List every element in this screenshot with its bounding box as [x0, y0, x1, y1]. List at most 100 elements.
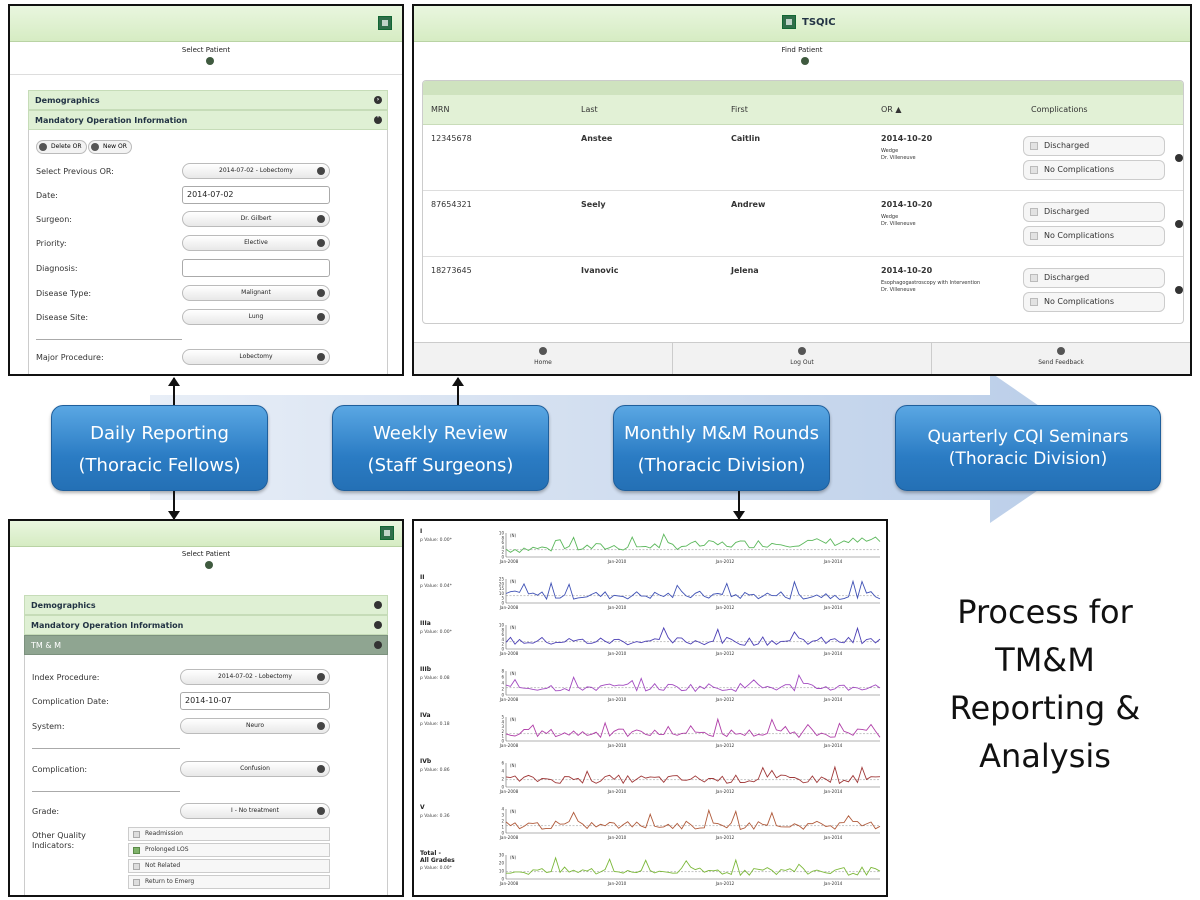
priority-select[interactable]: Elective — [182, 235, 330, 251]
y-axis-label: (N) — [510, 717, 517, 722]
section-tmm[interactable]: TM & M — [24, 635, 388, 655]
complication-date-input[interactable]: 2014-10-07 — [180, 692, 330, 710]
x-tick-label: Jan-2014 — [823, 881, 843, 886]
not-related-checkbox[interactable]: Not Related — [128, 859, 330, 873]
complication-select[interactable]: Confusion — [180, 761, 330, 777]
disease-type-select[interactable]: Malignant — [182, 285, 330, 301]
field-label: Select Previous OR: — [36, 167, 114, 176]
x-tick-label: Jan-2010 — [607, 651, 627, 656]
x-tick-label: Jan-2014 — [823, 789, 843, 794]
x-tick-label: Jan-2014 — [823, 835, 843, 840]
chevron-down-icon — [317, 807, 325, 815]
x-tick-label: Jan-2010 — [607, 789, 627, 794]
chevron-down-icon — [317, 313, 325, 321]
y-tick-label: 10 — [499, 531, 505, 536]
date-input[interactable]: 2014-07-02 — [182, 186, 330, 204]
system-select[interactable]: Neuro — [180, 718, 330, 734]
diagnosis-input[interactable] — [182, 259, 330, 277]
procedure-cell: Esophagogastroscopy with Intervention — [881, 280, 981, 286]
no-complications-checkbox[interactable]: No Complications — [1023, 160, 1165, 180]
home-button[interactable]: Home — [414, 343, 673, 374]
section-demographics[interactable]: Demographics — [24, 595, 388, 615]
discharged-checkbox[interactable]: Discharged — [1023, 202, 1165, 222]
chart-pvalue: p Value: 0.00* — [420, 865, 453, 871]
logout-icon — [798, 347, 806, 355]
chevron-down-icon — [317, 167, 325, 175]
field-label: Disease Site: — [36, 313, 89, 322]
x-tick-label: Jan-2014 — [823, 743, 843, 748]
new-or-button[interactable]: New OR — [88, 140, 132, 154]
discharged-checkbox[interactable]: Discharged — [1023, 136, 1165, 156]
return-to-emerg-checkbox[interactable]: Return to Emerg — [128, 875, 330, 889]
arrow-to-charts — [733, 491, 745, 520]
no-complications-checkbox[interactable]: No Complications — [1023, 226, 1165, 246]
grade-select[interactable]: I - No treatment — [180, 803, 330, 819]
last-cell: Anstee — [581, 134, 613, 143]
no-complications-checkbox[interactable]: No Complications — [1023, 292, 1165, 312]
diagram-caption: Process for TM&M Reporting & Analysis — [949, 593, 1141, 775]
series-line — [505, 533, 881, 553]
chevron-right-icon[interactable] — [1175, 220, 1183, 228]
search-icon[interactable] — [206, 57, 214, 65]
chart-grade-label: IIIb — [420, 666, 432, 673]
column-header[interactable]: Complications — [1031, 105, 1088, 114]
column-header[interactable]: OR ▲ — [881, 105, 902, 114]
section-mandatory-operation[interactable]: Mandatory Operation Information — [24, 615, 388, 635]
checkbox-icon — [133, 863, 140, 870]
prolonged-los-checkbox[interactable]: Prolonged LOS — [128, 843, 330, 857]
chart-pvalue: p Value: 0.00* — [420, 629, 453, 635]
y-axis-label: (N) — [510, 855, 517, 860]
chevron-right-icon[interactable] — [1175, 286, 1183, 294]
x-tick-label: Jan-2014 — [823, 651, 843, 656]
field-label: Index Procedure: — [32, 673, 100, 682]
x-tick-label: Jan-2010 — [607, 559, 627, 564]
feedback-icon — [1057, 347, 1065, 355]
field-label: System: — [32, 722, 65, 731]
field-label: Surgeon: — [36, 215, 72, 224]
y-tick-label: 10 — [499, 623, 505, 628]
y-tick-label: 1 — [501, 734, 504, 739]
section-mandatory-operation[interactable]: Mandatory Operation Information ˅ — [28, 110, 388, 130]
chevron-right-icon[interactable] — [1175, 154, 1183, 162]
search-icon[interactable] — [205, 561, 213, 569]
first-cell: Andrew — [731, 200, 766, 209]
disease-site-select[interactable]: Lung — [182, 309, 330, 325]
mrn-cell: 12345678 — [431, 134, 472, 143]
column-header[interactable]: Last — [581, 105, 598, 114]
index-procedure-select[interactable]: 2014-07-02 - Lobectomy — [180, 669, 330, 685]
app-logo-icon — [378, 16, 392, 30]
section-demographics[interactable]: Demographics › — [28, 90, 388, 110]
delete-or-button[interactable]: Delete OR — [36, 140, 87, 154]
other-quality-indicators-label: Other Quality Indicators: — [32, 831, 86, 850]
column-header[interactable]: MRN — [431, 105, 450, 114]
chart-pvalue: p Value: 0.04* — [420, 583, 453, 589]
y-tick-label: 6 — [501, 540, 504, 545]
table-row[interactable]: 12345678 Anstee Caitlin 2014-10-20 Wedge… — [423, 125, 1183, 191]
series-line — [505, 674, 881, 693]
chevron-down-icon — [317, 765, 325, 773]
field-label: Complication: — [32, 765, 88, 774]
table-row[interactable]: 18273645 Ivanovic Jelena 2014-10-20 Esop… — [423, 257, 1183, 323]
logout-button[interactable]: Log Out — [673, 343, 932, 374]
surgeon-select[interactable]: Dr. Gilbert — [182, 211, 330, 227]
table-row[interactable]: 87654321 Seely Andrew 2014-10-20 Wedge D… — [423, 191, 1183, 257]
y-tick-label: 0 — [501, 831, 504, 836]
search-icon[interactable] — [801, 57, 809, 65]
column-header[interactable]: First — [731, 105, 748, 114]
chart-grade-label: All Grades — [420, 857, 455, 864]
y-tick-label: 0 — [501, 877, 504, 882]
tmm-form-screenshot: Select Patient Demographics Mandatory Op… — [8, 519, 404, 897]
chart-grade-label: V — [420, 804, 425, 811]
add-icon — [91, 143, 99, 151]
major-procedure-select[interactable]: Lobectomy — [182, 349, 330, 365]
y-tick-label: 0 — [501, 601, 504, 606]
discharged-checkbox[interactable]: Discharged — [1023, 268, 1165, 288]
send-feedback-button[interactable]: Send Feedback — [932, 343, 1190, 374]
y-tick-label: 5 — [501, 596, 504, 601]
chevron-right-icon: › — [374, 96, 382, 104]
x-tick-label: Jan-2008 — [499, 651, 519, 656]
y-tick-label: 0 — [501, 555, 504, 560]
previous-or-select[interactable]: 2014-07-02 - Lobectomy — [182, 163, 330, 179]
readmission-checkbox[interactable]: Readmission — [128, 827, 330, 841]
